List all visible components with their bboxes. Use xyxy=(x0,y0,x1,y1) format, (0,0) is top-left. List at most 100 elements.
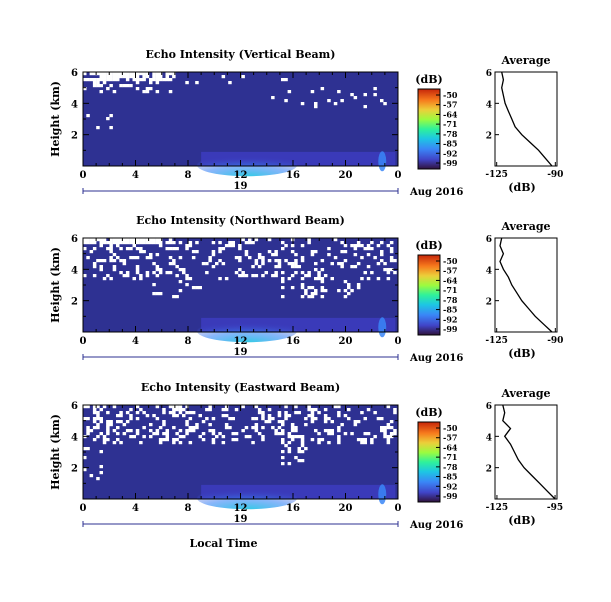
missing-data-cell xyxy=(125,84,130,88)
average-profile-line xyxy=(499,237,553,333)
missing-data-cell xyxy=(224,414,229,418)
missing-data-cell xyxy=(310,250,315,254)
missing-data-cell xyxy=(323,414,328,418)
missing-data-cell xyxy=(347,408,351,412)
missing-data-cell xyxy=(287,450,292,454)
colorbar-tick-label: -92 xyxy=(443,314,457,324)
missing-data-cell xyxy=(99,238,103,242)
missing-data-cell xyxy=(221,262,226,266)
missing-data-cell xyxy=(380,426,384,430)
missing-data-cell xyxy=(215,435,219,439)
missing-data-cell xyxy=(294,405,298,409)
heatmap-field xyxy=(83,238,398,332)
missing-data-cell xyxy=(356,286,361,290)
missing-data-cell xyxy=(168,411,173,415)
missing-data-cell xyxy=(112,259,117,263)
missing-data-cell xyxy=(373,87,377,91)
missing-data-cell xyxy=(244,274,249,278)
missing-data-cell xyxy=(99,244,103,248)
missing-data-cell xyxy=(317,274,321,278)
colorbar-tick-label: -99 xyxy=(443,491,458,501)
missing-data-cell xyxy=(201,438,206,442)
missing-data-cell xyxy=(152,241,156,245)
missing-data-cell xyxy=(135,256,140,260)
missing-data-cell xyxy=(129,75,133,79)
missing-data-cells xyxy=(83,238,397,299)
missing-data-cell xyxy=(350,93,354,97)
missing-data-cell xyxy=(106,432,110,436)
missing-data-cell xyxy=(314,102,318,106)
missing-data-cell xyxy=(168,90,173,94)
missing-data-cell xyxy=(96,477,100,481)
missing-data-cell xyxy=(142,435,146,439)
average-x-tick-label: -125 xyxy=(485,336,508,346)
missing-data-cell xyxy=(277,420,282,424)
missing-data-cell xyxy=(323,417,328,421)
missing-data-cell xyxy=(363,432,367,436)
missing-data-cell xyxy=(139,238,143,242)
missing-data-cell xyxy=(205,262,209,266)
missing-data-cell xyxy=(281,438,285,442)
colorbar-tick-label: -99 xyxy=(443,324,458,334)
missing-data-cell xyxy=(373,411,377,415)
missing-data-cell xyxy=(96,84,100,88)
missing-data-cell xyxy=(261,256,265,260)
missing-data-cell xyxy=(96,81,100,85)
average-y-tick-label: 6 xyxy=(486,402,492,412)
missing-data-cell xyxy=(102,72,107,76)
missing-data-cell xyxy=(129,72,133,76)
missing-data-cell xyxy=(119,75,123,79)
missing-data-cell xyxy=(221,441,226,445)
missing-data-cell xyxy=(287,432,292,436)
missing-data-cell xyxy=(383,268,387,272)
missing-data-cell xyxy=(353,247,358,251)
missing-data-cell xyxy=(284,259,288,263)
missing-data-cell xyxy=(129,408,133,412)
missing-data-cell xyxy=(109,84,113,88)
missing-data-cell xyxy=(261,426,265,430)
missing-data-cell xyxy=(116,72,120,76)
x-tick-label: 4 xyxy=(132,336,139,347)
missing-data-cell xyxy=(175,265,179,269)
missing-data-cell xyxy=(162,411,166,415)
missing-data-cell xyxy=(178,435,183,439)
missing-data-cell xyxy=(254,423,259,427)
missing-data-cell xyxy=(337,405,341,409)
missing-data-cell xyxy=(389,420,394,424)
missing-data-cell xyxy=(386,268,391,272)
missing-data-cell xyxy=(366,408,371,412)
missing-data-cell xyxy=(310,411,315,415)
average-y-tick-label: 4 xyxy=(486,266,492,276)
missing-data-cell xyxy=(264,271,268,275)
missing-data-cell xyxy=(106,426,110,430)
missing-data-cell xyxy=(281,423,285,427)
missing-data-cell xyxy=(254,417,259,421)
missing-data-cell xyxy=(119,259,123,263)
missing-data-cell xyxy=(125,72,130,76)
missing-data-cell xyxy=(135,241,140,245)
missing-data-cell xyxy=(290,423,295,427)
x-tick-label: 20 xyxy=(339,170,353,181)
missing-data-cell xyxy=(337,90,341,94)
missing-data-cell xyxy=(373,435,377,439)
missing-data-cell xyxy=(208,405,212,409)
missing-data-cell xyxy=(185,432,189,436)
strong-echo-spike xyxy=(378,317,387,338)
missing-data-cell xyxy=(353,423,358,427)
average-x-axis-label: (dB) xyxy=(508,514,535,527)
y-tick-label: 4 xyxy=(71,265,78,276)
missing-data-cell xyxy=(327,432,331,436)
missing-data-cell xyxy=(327,253,331,257)
missing-data-cell xyxy=(310,417,315,421)
missing-data-cell xyxy=(155,265,160,269)
missing-data-cell xyxy=(274,432,278,436)
missing-data-cell xyxy=(119,411,123,415)
missing-data-cell xyxy=(106,420,110,424)
average-y-tick-label: 4 xyxy=(486,433,492,443)
missing-data-cell xyxy=(96,126,100,130)
missing-data-cell xyxy=(135,81,140,85)
missing-data-cell xyxy=(380,99,384,103)
missing-data-cell xyxy=(350,244,354,248)
missing-data-cell xyxy=(238,268,242,272)
x-tick-label: 0 xyxy=(80,170,87,181)
